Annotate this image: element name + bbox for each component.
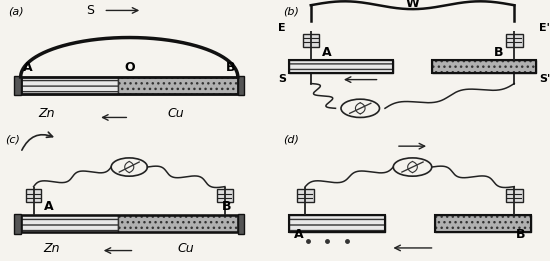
Bar	[21, 77, 238, 94]
Bar	[217, 189, 233, 202]
Bar	[238, 214, 244, 234]
Bar	[14, 76, 21, 95]
Text: Zn: Zn	[43, 242, 60, 255]
Text: B: B	[494, 46, 503, 59]
Text: (c): (c)	[5, 134, 20, 144]
Bar	[238, 76, 244, 95]
Text: S': S'	[539, 74, 550, 84]
Bar	[26, 189, 41, 202]
Text: (b): (b)	[283, 7, 299, 16]
Text: A: A	[322, 46, 331, 59]
Bar	[289, 215, 385, 232]
Bar	[432, 60, 536, 73]
Bar	[21, 77, 118, 94]
Text: A: A	[294, 228, 304, 240]
Text: B: B	[222, 200, 232, 213]
Bar	[432, 60, 536, 73]
Bar	[289, 60, 393, 73]
Text: A: A	[44, 200, 53, 213]
Bar	[506, 189, 522, 202]
Bar	[289, 60, 393, 73]
Text: O: O	[124, 61, 135, 74]
Text: (a): (a)	[8, 7, 24, 16]
Text: W: W	[406, 0, 419, 10]
Bar	[297, 189, 313, 202]
Text: E: E	[278, 23, 286, 33]
Text: E': E'	[539, 23, 550, 33]
Text: Zn: Zn	[39, 108, 55, 120]
Text: Cu: Cu	[167, 108, 184, 120]
Bar	[118, 215, 238, 232]
Text: S: S	[86, 4, 95, 17]
Text: B: B	[226, 61, 235, 74]
Text: A: A	[23, 61, 33, 74]
Bar	[302, 34, 319, 47]
Bar	[434, 215, 531, 232]
Bar	[118, 77, 238, 94]
Bar	[21, 215, 238, 232]
Text: Cu: Cu	[178, 242, 195, 255]
Text: B: B	[516, 228, 525, 240]
Bar	[506, 34, 522, 47]
Bar	[14, 214, 21, 234]
Bar	[21, 215, 118, 232]
Bar	[289, 215, 385, 232]
Text: S: S	[278, 74, 286, 84]
Text: (d): (d)	[283, 134, 299, 144]
Bar	[434, 215, 531, 232]
